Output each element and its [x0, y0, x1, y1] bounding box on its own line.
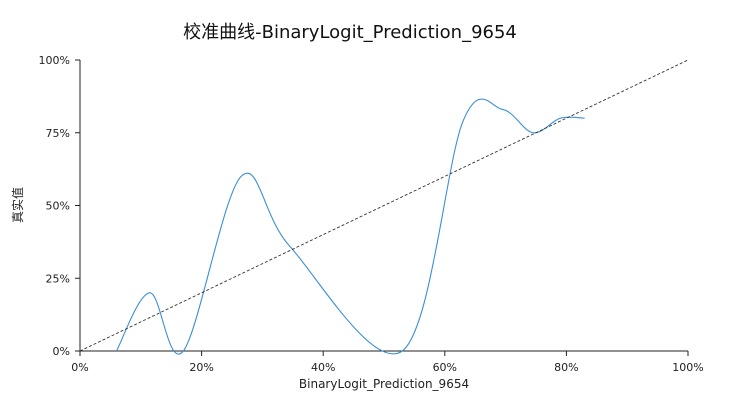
reference-diagonal-line	[79, 59, 689, 352]
x-tick-label: 0%	[71, 361, 88, 374]
y-tick-label: 50%	[46, 200, 70, 213]
x-tick-label: 40%	[311, 361, 335, 374]
y-tick-label: 25%	[46, 272, 70, 285]
calibration-curve	[116, 98, 585, 355]
x-tick-label: 20%	[189, 361, 213, 374]
chart-title: 校准曲线-BinaryLogit_Prediction_9654	[183, 22, 517, 43]
x-axis-label: BinaryLogit_Prediction_9654	[298, 377, 470, 391]
x-tick-label: 60%	[433, 361, 457, 374]
y-tick-label: 100%	[39, 54, 70, 67]
series	[79, 59, 689, 355]
x-tick-label: 100%	[672, 361, 703, 374]
y-tick-label: 75%	[46, 127, 70, 140]
y-tick-label: 0%	[53, 345, 70, 358]
ticks: 0% 20% 40% 60% 80% 100% 0% 25% 50% 75% 100%	[39, 54, 704, 374]
x-tick-label: 80%	[554, 361, 578, 374]
